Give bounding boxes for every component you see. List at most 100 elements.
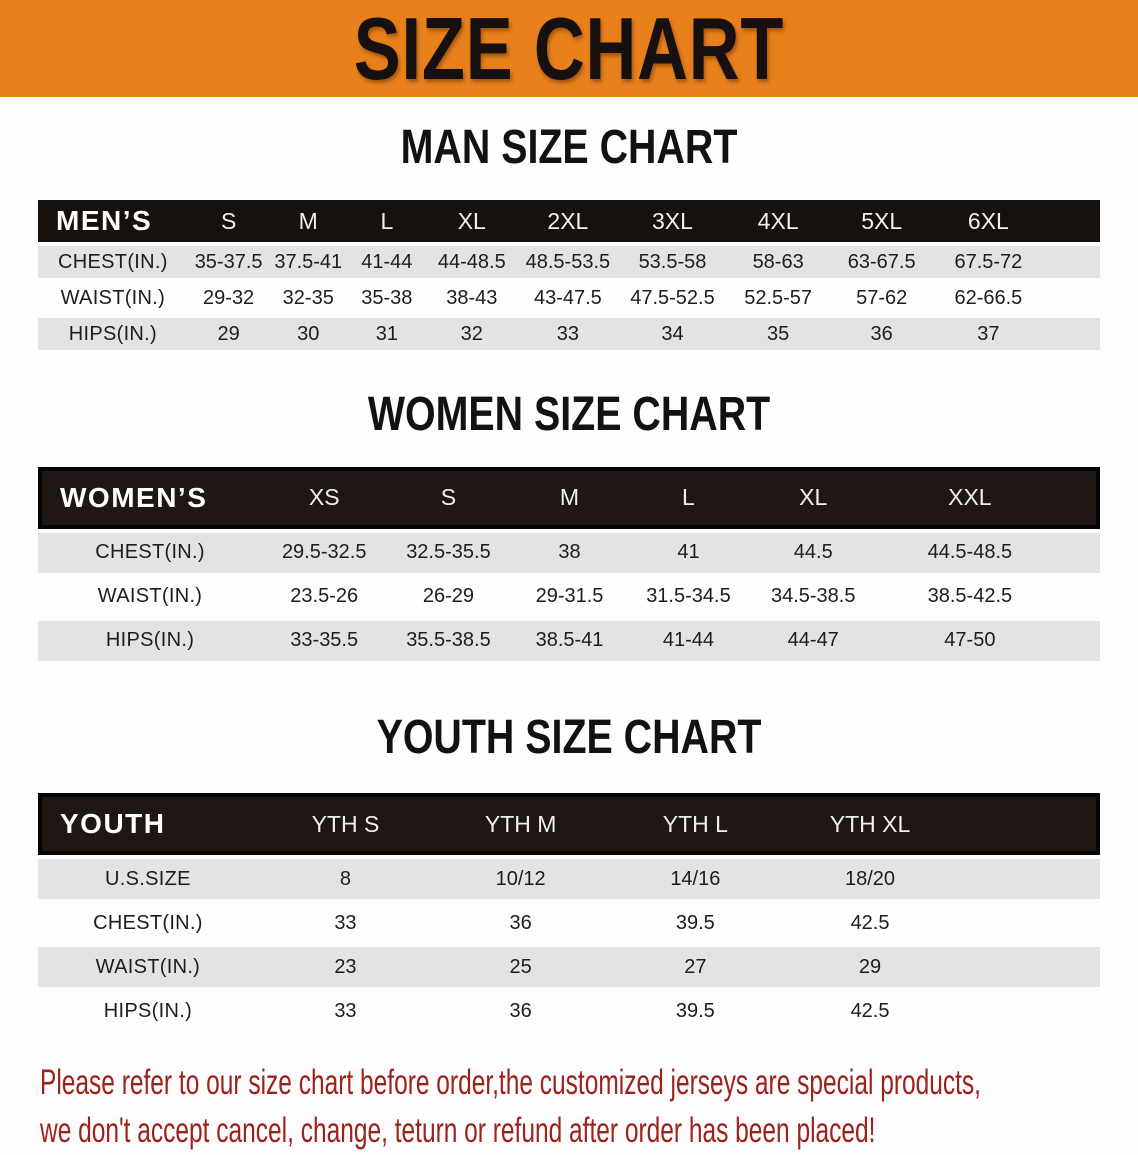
table-row: WAIST(IN.) 23 25 27 29 <box>38 947 1100 988</box>
size-value: 8 <box>257 859 434 900</box>
table-row: CHEST(IN.) 29.5-32.5 32.5-35.5 38 41 44.5 44.5… <box>38 532 1100 573</box>
size-value: 44.5-48.5 <box>878 532 1062 573</box>
women-corner-label: WOMEN’S <box>38 466 263 529</box>
row-label: WAIST(IN.) <box>38 947 258 988</box>
size-value: 42.5 <box>782 991 958 1032</box>
row-spacer <box>957 991 1100 1032</box>
size-value: 10/12 <box>433 859 609 900</box>
size-value: 48.5-53.5 <box>516 246 619 279</box>
women-section-heading: WOMEN SIZE CHART <box>367 388 771 442</box>
size-value: 34 <box>618 318 727 351</box>
column-header: XL <box>426 200 517 243</box>
column-header: 5XL <box>830 200 934 243</box>
size-value: 30 <box>269 318 348 351</box>
size-value: 35-38 <box>347 282 427 315</box>
column-header: M <box>510 466 629 529</box>
size-value: 47.5-52.5 <box>618 282 727 315</box>
size-value: 38.5-42.5 <box>878 576 1062 617</box>
column-header: YTH XL <box>782 793 958 856</box>
size-charts-content: MAN SIZE CHART MEN’S S M L XL 2XL 3XL 4XL 5XL 6XL C… <box>0 97 1138 1035</box>
size-value: 35.5-38.5 <box>386 620 511 661</box>
size-value: 63-67.5 <box>830 246 934 279</box>
header-spacer <box>957 793 1100 856</box>
table-row: HIPS(IN.) 33 36 39.5 42.5 <box>38 991 1100 1032</box>
size-value: 23.5-26 <box>262 576 387 617</box>
size-value: 18/20 <box>782 859 958 900</box>
size-value: 44-48.5 <box>426 246 517 279</box>
size-value: 29-31.5 <box>510 576 629 617</box>
row-spacer <box>957 947 1100 988</box>
size-value: 47-50 <box>878 620 1062 661</box>
size-value: 33-35.5 <box>262 620 387 661</box>
size-value: 35-37.5 <box>187 246 270 279</box>
size-value: 26-29 <box>386 576 511 617</box>
table-row: CHEST(IN.) 33 36 39.5 42.5 <box>38 903 1100 944</box>
table-row: U.S.SIZE 8 10/12 14/16 18/20 <box>38 859 1100 900</box>
size-value: 52.5-57 <box>726 282 831 315</box>
size-value: 58-63 <box>726 246 831 279</box>
size-value: 34.5-38.5 <box>748 576 879 617</box>
size-value: 43-47.5 <box>516 282 619 315</box>
header-spacer <box>1061 466 1100 529</box>
disclaimer-line-1: Please refer to our size chart before or… <box>40 1063 981 1103</box>
size-value: 41 <box>628 532 749 573</box>
column-header: L <box>347 200 427 243</box>
size-value: 35 <box>726 318 831 351</box>
column-header: 4XL <box>726 200 831 243</box>
size-value: 67.5-72 <box>933 246 1044 279</box>
disclaimer: Please refer to our size chart before or… <box>0 1035 1138 1155</box>
size-value: 27 <box>608 947 783 988</box>
size-value: 36 <box>433 991 609 1032</box>
size-value: 32 <box>426 318 517 351</box>
size-value: 62-66.5 <box>933 282 1044 315</box>
men-section-heading: MAN SIZE CHART <box>400 121 738 174</box>
table-row: HIPS(IN.) 33-35.5 35.5-38.5 38.5-41 41-44 44-… <box>38 620 1100 661</box>
youth-section-heading: YOUTH SIZE CHART <box>376 710 762 764</box>
table-row: WAIST(IN.) 29-32 32-35 35-38 38-43 43-47.5 47.… <box>38 282 1100 315</box>
size-value: 36 <box>830 318 934 351</box>
column-header: S <box>187 200 270 243</box>
size-value: 38.5-41 <box>510 620 629 661</box>
size-value: 29.5-32.5 <box>262 532 387 573</box>
size-value: 44.5 <box>748 532 879 573</box>
column-header: S <box>386 466 511 529</box>
size-value: 39.5 <box>608 991 783 1032</box>
men-size-table: MEN’S S M L XL 2XL 3XL 4XL 5XL 6XL CHEST(IN.) 35-37… <box>38 196 1100 354</box>
row-label: U.S.SIZE <box>38 859 258 900</box>
column-header: M <box>269 200 348 243</box>
row-spacer <box>1043 282 1100 315</box>
size-value: 37.5-41 <box>269 246 348 279</box>
size-value: 29-32 <box>187 282 270 315</box>
size-value: 37 <box>933 318 1044 351</box>
table-header-row: MEN’S S M L XL 2XL 3XL 4XL 5XL 6XL <box>38 200 1100 243</box>
column-header: YTH M <box>433 793 609 856</box>
row-spacer <box>957 903 1100 944</box>
column-header: 2XL <box>516 200 619 243</box>
size-value: 44-47 <box>748 620 879 661</box>
size-value: 42.5 <box>782 903 958 944</box>
section-women: WOMEN SIZE CHART WOMEN’S XS S M L XL XXL CHEST(I… <box>38 354 1100 664</box>
size-value: 33 <box>257 903 434 944</box>
size-value: 14/16 <box>608 859 783 900</box>
row-label: CHEST(IN.) <box>38 532 263 573</box>
size-value: 32.5-35.5 <box>386 532 511 573</box>
row-label: CHEST(IN.) <box>38 246 188 279</box>
disclaimer-line-2: we don't accept cancel, change, teturn o… <box>40 1111 876 1151</box>
size-value: 53.5-58 <box>618 246 727 279</box>
column-header: 3XL <box>618 200 727 243</box>
row-label: HIPS(IN.) <box>38 991 258 1032</box>
banner-title: SIZE CHART <box>353 0 785 98</box>
size-value: 36 <box>433 903 609 944</box>
size-value: 41-44 <box>628 620 749 661</box>
table-row: HIPS(IN.) 29 30 31 32 33 34 35 36 37 <box>38 318 1100 351</box>
row-spacer <box>957 859 1100 900</box>
column-header: XL <box>748 466 879 529</box>
size-value: 23 <box>257 947 434 988</box>
women-size-table: WOMEN’S XS S M L XL XXL CHEST(IN.) 29.5-32.5 32.5… <box>38 463 1100 665</box>
column-header: 6XL <box>933 200 1044 243</box>
size-value: 57-62 <box>830 282 934 315</box>
size-value: 38-43 <box>426 282 517 315</box>
section-youth: YOUTH SIZE CHART YOUTH YTH S YTH M YTH L YTH … <box>38 665 1100 1035</box>
men-corner-label: MEN’S <box>38 200 188 243</box>
row-spacer <box>1043 246 1100 279</box>
